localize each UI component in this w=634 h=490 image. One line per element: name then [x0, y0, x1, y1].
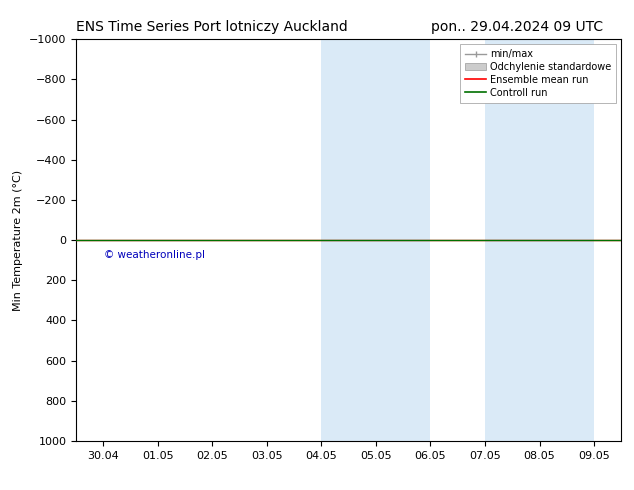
Y-axis label: Min Temperature 2m (°C): Min Temperature 2m (°C) — [13, 170, 23, 311]
Text: pon.. 29.04.2024 09 UTC: pon.. 29.04.2024 09 UTC — [431, 20, 603, 34]
Legend: min/max, Odchylenie standardowe, Ensemble mean run, Controll run: min/max, Odchylenie standardowe, Ensembl… — [460, 44, 616, 102]
Bar — [376, 39, 430, 441]
Text: © weatheronline.pl: © weatheronline.pl — [104, 250, 205, 260]
Bar — [321, 39, 376, 441]
Bar — [485, 39, 540, 441]
Text: ENS Time Series Port lotniczy Auckland: ENS Time Series Port lotniczy Auckland — [76, 20, 348, 34]
Bar — [540, 39, 594, 441]
